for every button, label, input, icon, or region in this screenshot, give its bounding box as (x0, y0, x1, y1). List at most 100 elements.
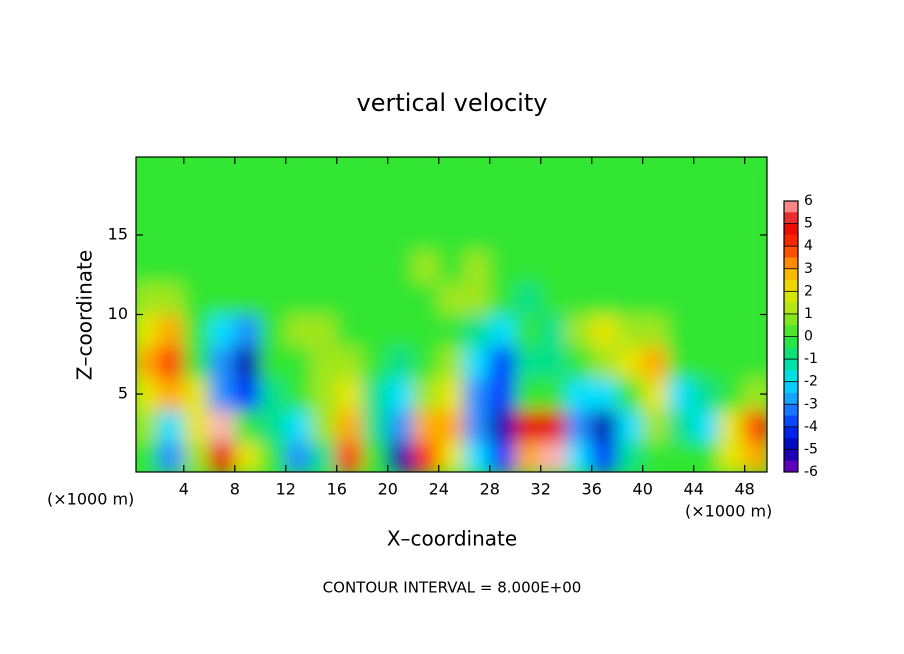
cell (693, 218, 720, 252)
x-unit-right: (×1000 m) (685, 502, 772, 521)
colorbar-swatch (784, 268, 798, 281)
cell (463, 377, 491, 411)
cell (591, 409, 618, 443)
cell (361, 314, 389, 347)
cell (336, 409, 363, 443)
colorbar-swatch (784, 257, 798, 270)
cell (616, 157, 644, 188)
cell (616, 377, 644, 411)
cell (616, 409, 644, 443)
cell (565, 409, 593, 443)
cell (157, 157, 185, 188)
colorbar-swatch (784, 381, 798, 394)
cell (310, 282, 338, 315)
colorbar: 6 5 4 3 2 1 0 -1 -2 -3 -4 -5 -6 (783, 193, 818, 480)
cell (336, 157, 363, 188)
cell (463, 186, 491, 220)
cell (744, 186, 767, 220)
cell (438, 186, 465, 220)
cell (183, 250, 210, 284)
cell (463, 218, 491, 252)
cell (540, 218, 567, 252)
cell (136, 250, 159, 284)
cell (285, 314, 312, 347)
cell (463, 157, 491, 188)
cell (616, 345, 644, 379)
colorbar-swatch (784, 449, 798, 462)
colorbar-label: 3 (804, 261, 813, 277)
plot-area (136, 157, 767, 472)
cell (616, 441, 644, 472)
cell (438, 282, 465, 315)
cell (642, 409, 669, 443)
cell (412, 186, 440, 220)
cell (234, 409, 261, 443)
cell (642, 157, 669, 188)
cell (667, 157, 695, 188)
cell (336, 186, 363, 220)
cell (157, 377, 185, 411)
cell (361, 250, 389, 284)
cell (259, 409, 287, 443)
cell (693, 186, 720, 220)
cell (438, 218, 465, 252)
cell (718, 377, 746, 411)
cell (136, 409, 159, 443)
cell (591, 314, 618, 347)
cell (136, 186, 159, 220)
cell (667, 282, 695, 315)
cell (361, 409, 389, 443)
cell (540, 157, 567, 188)
cell (259, 282, 287, 315)
colorbar-label: 2 (804, 283, 813, 299)
cell (136, 282, 159, 315)
x-tick-label: 24 (429, 480, 449, 499)
cell (183, 186, 210, 220)
cell (463, 409, 491, 443)
cell (693, 345, 720, 379)
cell (208, 186, 236, 220)
cell (157, 441, 185, 472)
cell (616, 250, 644, 284)
cell (310, 441, 338, 472)
cell (285, 282, 312, 315)
x-tick-label: 44 (684, 480, 704, 499)
cell (489, 218, 516, 252)
cell (693, 282, 720, 315)
colorbar-label: 0 (804, 329, 813, 345)
x-tick-label: 16 (327, 480, 347, 499)
cell (565, 345, 593, 379)
colorbar-swatch (784, 223, 798, 236)
cell (540, 409, 567, 443)
y-tick-label: 10 (108, 304, 128, 323)
x-axis-label: X–coordinate (387, 527, 517, 551)
cell (285, 345, 312, 379)
cell (310, 409, 338, 443)
cell (285, 218, 312, 252)
cell (234, 157, 261, 188)
cell (183, 377, 210, 411)
cell (208, 157, 236, 188)
cell (718, 282, 746, 315)
cell (136, 157, 159, 188)
cell (489, 157, 516, 188)
cell (616, 218, 644, 252)
cell (565, 377, 593, 411)
cell (565, 441, 593, 472)
y-tick-label: 15 (108, 224, 128, 243)
cell (136, 377, 159, 411)
cell (565, 186, 593, 220)
cell (412, 282, 440, 315)
cell (514, 250, 542, 284)
cell (463, 441, 491, 472)
cell (183, 441, 210, 472)
x-tick-label: 4 (179, 480, 189, 499)
cell (438, 250, 465, 284)
cell (361, 218, 389, 252)
cell (514, 345, 542, 379)
colorbar-swatch (784, 370, 798, 382)
cell (591, 282, 618, 315)
cell (285, 157, 312, 188)
cell (336, 441, 363, 472)
